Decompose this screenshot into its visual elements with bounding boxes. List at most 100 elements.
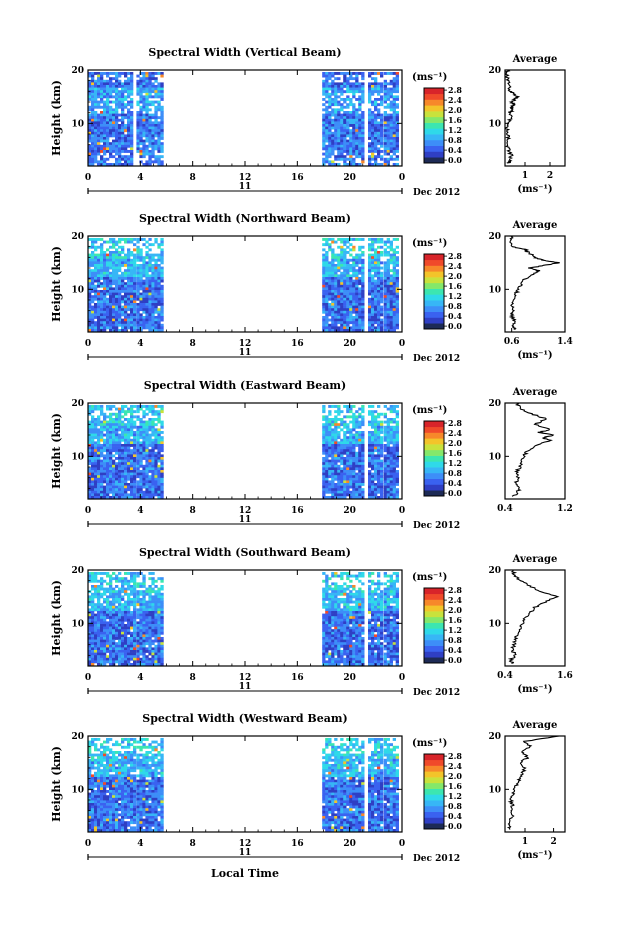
heatmap-cell [386, 137, 390, 140]
heatmap-cell [358, 297, 362, 301]
heatmap-cell [383, 72, 387, 75]
heatmap-cell [112, 303, 116, 306]
heatmap-cell [383, 243, 387, 247]
heatmap-cell [151, 284, 155, 288]
heatmap-cell [106, 308, 110, 312]
heatmap-cell [383, 326, 387, 330]
heatmap-cell [127, 425, 131, 429]
heatmap-cell [142, 415, 146, 419]
heatmap-cell [91, 660, 95, 664]
heatmap-cell [88, 98, 92, 101]
heatmap-cell [94, 131, 98, 135]
heatmap-cell [121, 157, 125, 161]
heatmap-cell [145, 444, 149, 447]
heatmap-cell [386, 274, 390, 278]
heatmap-cell [142, 441, 146, 445]
heatmap-cell [392, 271, 396, 275]
heatmap-cell [358, 477, 362, 481]
heatmap-cell [374, 493, 378, 497]
heatmap-cell [160, 256, 164, 260]
heatmap-cell [377, 444, 381, 447]
heatmap-cell [346, 472, 350, 476]
heatmap-cell [395, 493, 399, 497]
heatmap-cell [160, 472, 164, 476]
heatmap-cell [97, 611, 101, 614]
heatmap-cell [337, 142, 341, 146]
heatmap-cell [97, 163, 101, 166]
heatmap-cell [142, 274, 146, 278]
heatmap-cell [136, 431, 140, 434]
heatmap-cell [112, 423, 116, 427]
heatmap-cell [109, 496, 113, 499]
heatmap-cell [94, 144, 98, 148]
heatmap-cell [377, 488, 381, 492]
heatmap-cell [358, 121, 362, 125]
heatmap-cell [322, 326, 326, 330]
heatmap-cell [142, 323, 146, 327]
average-x-tick-label: 0.4 [497, 504, 513, 514]
heatmap-cell [328, 428, 332, 432]
heatmap-cell [157, 449, 161, 453]
heatmap-cell [355, 72, 359, 75]
heatmap-cell [346, 284, 350, 288]
heatmap-cell [151, 129, 155, 133]
heatmap-cell [377, 253, 381, 257]
heatmap-cell [136, 313, 140, 317]
heatmap-cell [328, 152, 332, 156]
heatmap-cell [118, 147, 122, 151]
heatmap-cell [361, 90, 365, 94]
heatmap-cell [343, 105, 347, 109]
heatmap-cell [151, 95, 155, 99]
heatmap-cell [91, 295, 95, 299]
heatmap-cell [88, 412, 92, 416]
heatmap-cell [130, 142, 134, 146]
heatmap-cell [371, 77, 375, 81]
heatmap-cell [148, 256, 152, 260]
heatmap-cell [115, 433, 119, 437]
heatmap-cell [389, 147, 393, 151]
heatmap-cell [109, 87, 113, 91]
heatmap-cell [133, 258, 137, 262]
heatmap-cell [115, 423, 119, 427]
heatmap-cell [115, 105, 119, 109]
heatmap-cell [136, 137, 140, 140]
heatmap-cell [103, 269, 107, 273]
heatmap-cell [97, 451, 101, 455]
heatmap-cell [377, 284, 381, 288]
heatmap-cell [374, 116, 378, 120]
heatmap-cell [94, 574, 98, 578]
heatmap-cell [115, 292, 119, 296]
heatmap-cell [371, 444, 375, 447]
heatmap-cell [130, 407, 134, 411]
heatmap-cell [151, 271, 155, 275]
heatmap-cell [127, 274, 131, 278]
heatmap-cell [392, 457, 396, 460]
heatmap-cell [374, 82, 378, 86]
heatmap-cell [352, 415, 356, 419]
heatmap-cell [118, 157, 122, 161]
heatmap-cell [343, 305, 347, 309]
heatmap-cell [127, 295, 131, 299]
heatmap-cell [121, 129, 125, 133]
heatmap-cell [136, 467, 140, 471]
heatmap-cell [103, 282, 107, 286]
heatmap-cell [377, 264, 381, 267]
heatmap-cell [154, 269, 158, 273]
heatmap-cell [160, 129, 164, 133]
heatmap-cell [361, 310, 365, 314]
heatmap-cell [325, 475, 329, 479]
heatmap-cell [331, 274, 335, 278]
heatmap-cell [124, 240, 128, 244]
heatmap-cell [368, 82, 372, 86]
heatmap-cell [94, 613, 98, 617]
colorbar-tick-label: 0.4 [448, 478, 462, 488]
heatmap-cell [343, 303, 347, 306]
heatmap-cell [94, 446, 98, 450]
heatmap-cell [97, 485, 101, 489]
heatmap-cell [395, 157, 399, 161]
heatmap-cell [386, 105, 390, 109]
heatmap-cell [395, 405, 399, 408]
heatmap-cell [343, 282, 347, 286]
heatmap-cell [160, 446, 164, 450]
heatmap-cell [109, 483, 113, 486]
